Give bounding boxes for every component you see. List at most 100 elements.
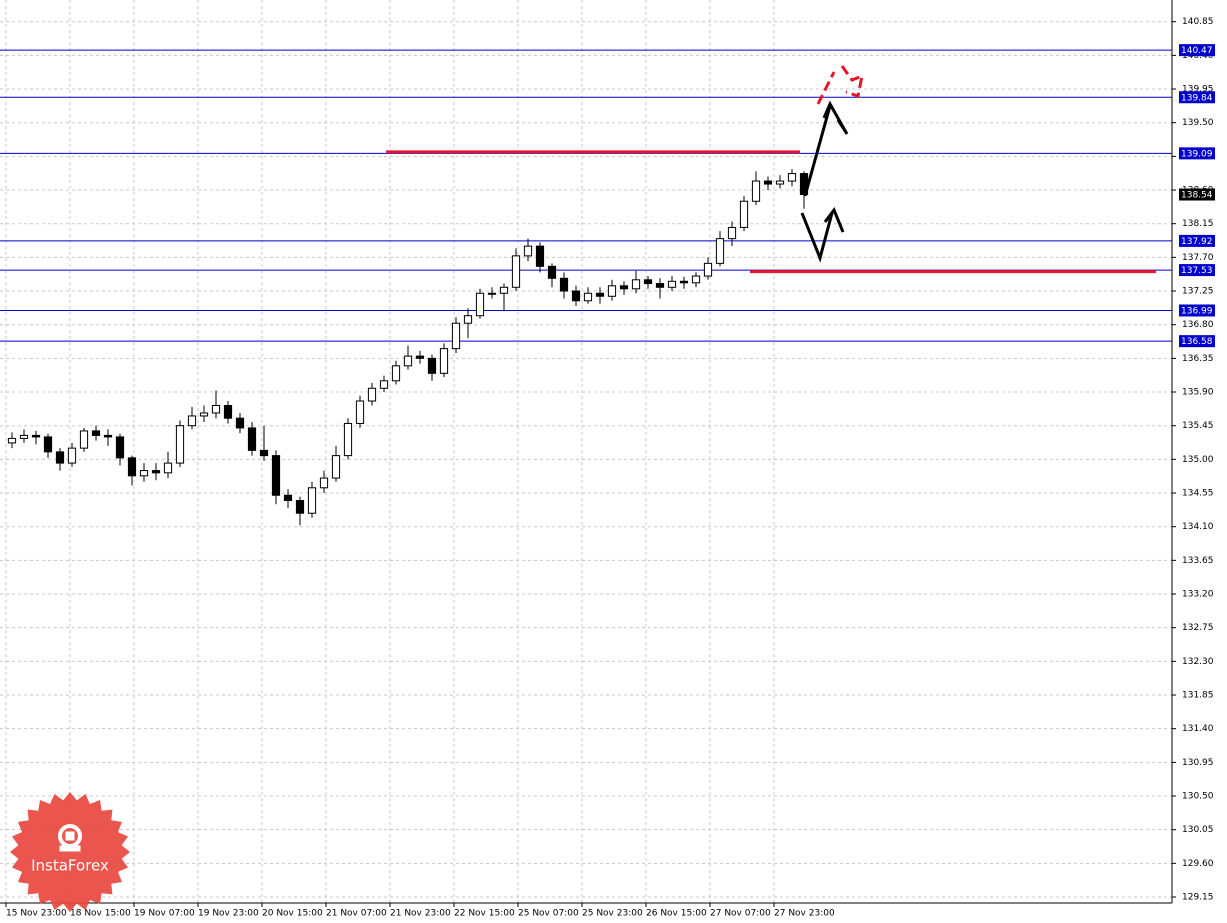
y-tick-label: 140.85 [1182, 17, 1214, 27]
candle-body [175, 425, 185, 464]
arrow-down-up [800, 212, 834, 263]
candle-body [355, 400, 365, 424]
candle-body [499, 286, 509, 294]
candle-body [739, 200, 749, 228]
x-tick-label: 18 Nov 15:00 [70, 909, 131, 919]
candle-body [727, 226, 737, 240]
candle-body [451, 322, 461, 350]
candle-body [547, 265, 557, 279]
candle-body [139, 470, 149, 477]
candle-body [235, 417, 245, 429]
level-label-box [1179, 147, 1215, 160]
level-label-box [1179, 91, 1215, 104]
candle-body [439, 348, 449, 374]
y-tick-label: 132.75 [1182, 623, 1214, 633]
candle-body [427, 357, 437, 374]
price-label: 138.54 [1181, 191, 1213, 201]
candle-body [403, 355, 413, 367]
logo: InstaForex [10, 792, 130, 912]
candle-body [571, 290, 581, 302]
overlay: 140.47 139.84 139.09 137.92 137.53 136.99 136.… [1179, 44, 1215, 348]
x-tick-label: 25 Nov 07:00 [518, 909, 579, 919]
y-tick-label: 134.10 [1182, 522, 1214, 532]
candle-body [775, 180, 785, 185]
y-tick-label: 135.00 [1182, 455, 1214, 465]
candle-body [331, 455, 341, 479]
level-label: 137.92 [1181, 237, 1213, 247]
candle-body [487, 292, 497, 295]
candle-body [679, 280, 689, 284]
x-tick-label: 27 Nov 07:00 [710, 909, 771, 919]
level-label-box [1179, 335, 1215, 348]
candle-body [631, 279, 641, 290]
y-tick-label: 138.15 [1182, 219, 1214, 229]
price-label-box [1179, 188, 1215, 201]
candle-body [751, 180, 761, 202]
y-tick-label: 130.50 [1182, 792, 1214, 802]
candle-body [715, 238, 725, 264]
x-tick-label: 21 Nov 23:00 [390, 909, 451, 919]
candle-body [691, 275, 701, 284]
candle-body [271, 455, 281, 496]
candle-body [367, 387, 377, 402]
candle-body [655, 283, 665, 288]
y-tick-label: 132.30 [1182, 657, 1214, 667]
candle-body [67, 447, 77, 464]
x-tick-label: 19 Nov 07:00 [134, 909, 195, 919]
x-tick-label: 20 Nov 15:00 [262, 909, 323, 919]
candle-body [415, 355, 425, 359]
level-label-box [1179, 44, 1215, 57]
x-tick-label: 27 Nov 23:00 [774, 909, 835, 919]
forecast-arrows [800, 65, 865, 263]
level-label: 136.58 [1181, 337, 1213, 347]
level-label-box [1179, 264, 1215, 277]
candle-body [283, 494, 293, 502]
candle-body [787, 173, 797, 182]
y-tick-label: 135.90 [1182, 388, 1214, 398]
candle-body [763, 180, 773, 185]
candle-body [379, 380, 389, 389]
candle-body [535, 245, 545, 267]
candle-body [31, 434, 41, 438]
candle-body [55, 451, 65, 464]
candle-body [91, 430, 101, 436]
candle-body [607, 285, 617, 297]
candle-body [43, 436, 53, 453]
y-tick-label: 136.35 [1182, 354, 1214, 364]
candle-body [247, 427, 257, 451]
candle-body [475, 292, 485, 317]
candle-body [199, 412, 209, 417]
candle-body [319, 477, 329, 489]
candle-body [163, 462, 173, 474]
x-tick-label: 21 Nov 07:00 [326, 909, 387, 919]
candle-body [79, 430, 89, 449]
candle-body [295, 500, 305, 514]
y-tick-label: 137.70 [1182, 253, 1214, 263]
candle-body [643, 279, 653, 285]
candle-body [619, 285, 629, 290]
y-tick-label: 137.25 [1182, 287, 1214, 297]
level-label: 137.53 [1181, 266, 1213, 276]
x-tick-label: 25 Nov 23:00 [582, 909, 643, 919]
y-tick-label: 133.65 [1182, 556, 1214, 566]
x-tick-label: 22 Nov 15:00 [454, 909, 515, 919]
candle-body [211, 404, 221, 414]
y-tick-label: 136.80 [1182, 320, 1214, 330]
candle-body [259, 449, 269, 457]
arrow-head [822, 100, 849, 135]
y-tick-label: 139.95 [1182, 85, 1214, 95]
level-label: 136.99 [1181, 306, 1213, 316]
level-label: 140.47 [1181, 46, 1213, 56]
candle-body [103, 434, 113, 438]
y-tick-label: 129.60 [1182, 859, 1214, 869]
candle-body [7, 437, 17, 444]
arrow-target [816, 71, 836, 105]
y-tick-label: 139.50 [1182, 118, 1214, 128]
y-tick-label: 134.55 [1182, 489, 1214, 499]
y-tick-label: 129.15 [1182, 893, 1214, 903]
x-tick-label: 26 Nov 15:00 [646, 909, 707, 919]
candle-body [463, 315, 473, 324]
candle-body [559, 277, 569, 292]
logo-icon [58, 824, 82, 852]
